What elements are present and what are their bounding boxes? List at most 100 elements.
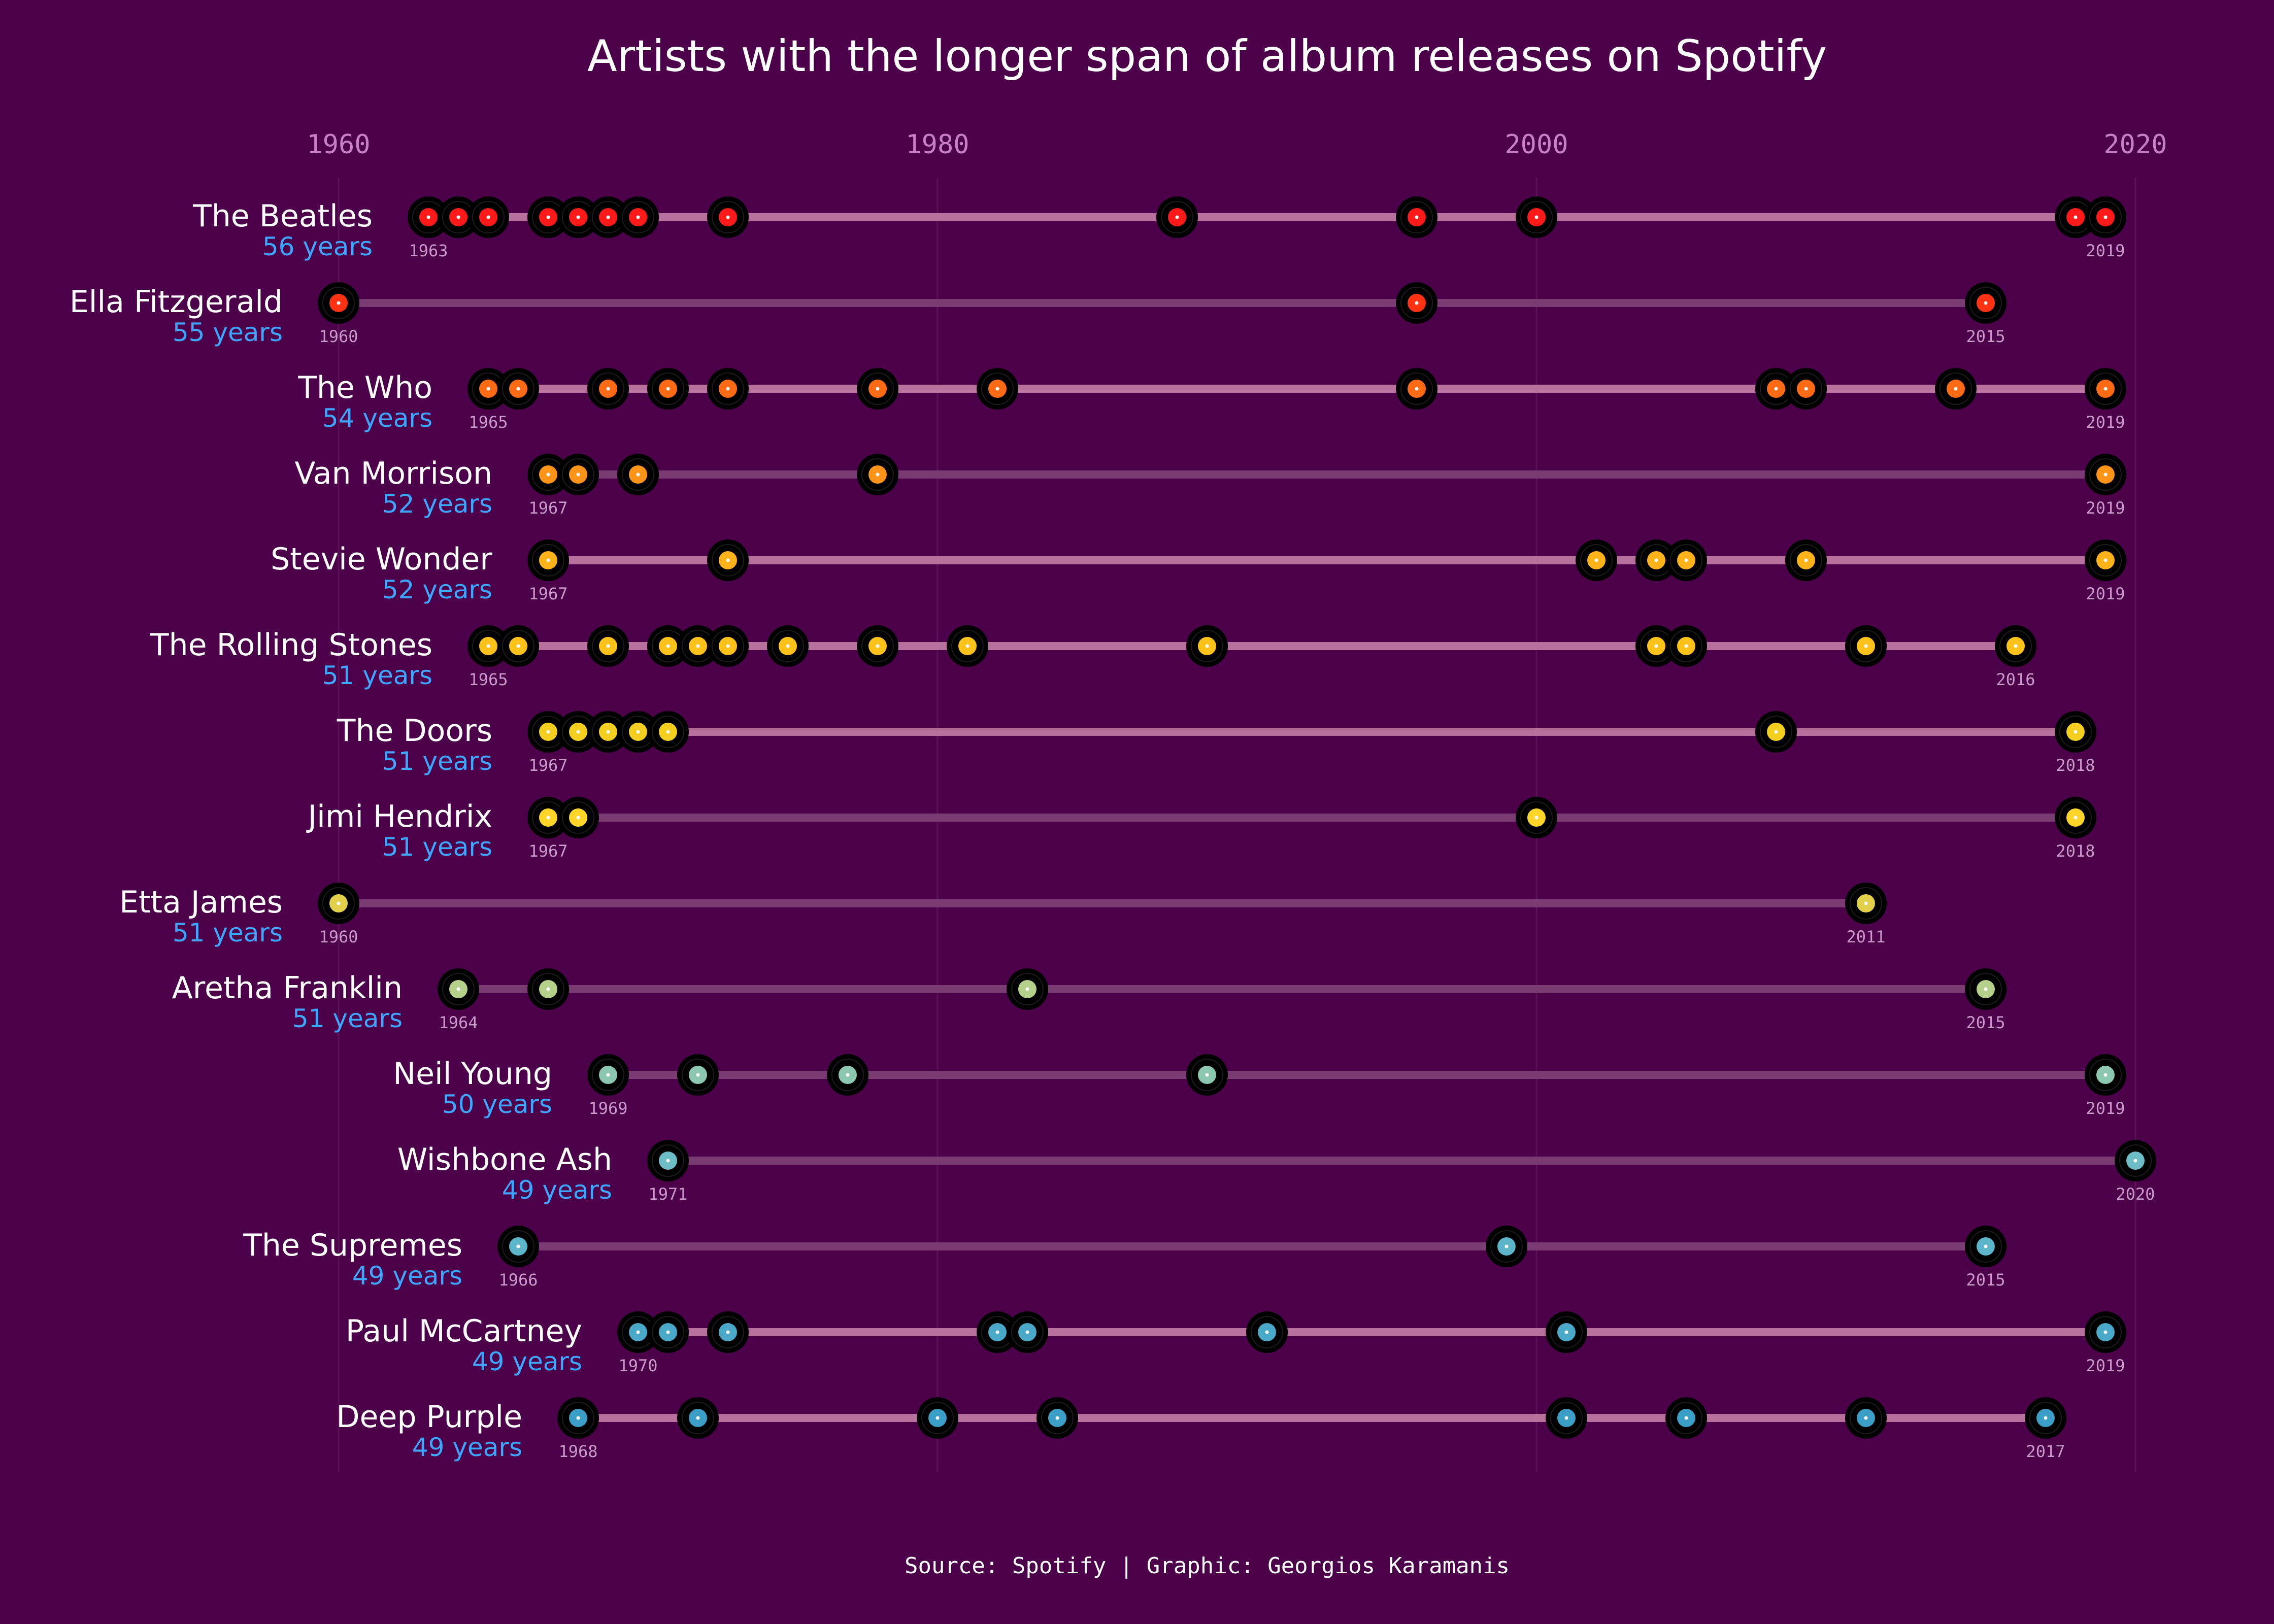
album-record	[2085, 1311, 2126, 1353]
album-record	[318, 883, 359, 924]
artist-name: Deep Purple	[336, 1399, 522, 1435]
album-record	[1785, 539, 1827, 581]
album-record	[707, 368, 749, 410]
duration-label: 56 years	[262, 232, 373, 261]
last-year-label: 2019	[2086, 241, 2125, 260]
album-record	[617, 454, 659, 495]
album-record	[1546, 1397, 1587, 1439]
album-record	[1935, 368, 1977, 410]
album-record	[647, 711, 689, 753]
album-record	[947, 625, 988, 667]
last-year-label: 2019	[2086, 1099, 2125, 1118]
duration-label: 50 years	[442, 1090, 552, 1119]
album-record	[677, 1397, 719, 1439]
first-year-label: 1965	[469, 413, 508, 432]
album-record	[527, 797, 569, 838]
artist-name: Aretha Franklin	[172, 970, 403, 1006]
album-record	[318, 282, 359, 324]
first-year-label: 1963	[409, 241, 448, 260]
first-year-label: 1970	[618, 1356, 657, 1375]
last-year-label: 2019	[2086, 584, 2125, 603]
artist-name: Jimi Hendrix	[306, 799, 492, 834]
last-year-label: 2011	[1846, 927, 1885, 946]
album-record	[527, 454, 569, 495]
album-record	[2085, 539, 2126, 581]
album-record	[707, 196, 749, 238]
duration-label: 52 years	[382, 575, 492, 604]
duration-label: 51 years	[322, 661, 432, 690]
album-record	[1665, 625, 1707, 667]
album-record	[1755, 368, 1797, 410]
last-year-label: 2015	[1966, 1013, 2005, 1032]
album-record	[1396, 282, 1437, 324]
artist-name: Neil Young	[393, 1056, 552, 1092]
artist-name: Ella Fitzgerald	[70, 284, 283, 320]
album-record	[2085, 196, 2126, 238]
album-record	[1635, 625, 1677, 667]
first-year-label: 1968	[558, 1442, 597, 1461]
last-year-label: 2018	[2056, 756, 2095, 775]
album-record	[1007, 1311, 1048, 1353]
album-record	[497, 1226, 539, 1267]
artist-name: The Supremes	[243, 1228, 462, 1263]
album-record	[2055, 711, 2096, 753]
x-tick-label: 1960	[307, 129, 370, 160]
chart-caption: Source: Spotify | Graphic: Georgios Kara…	[905, 1553, 1510, 1579]
album-record	[1785, 368, 1827, 410]
album-record	[467, 368, 509, 410]
duration-label: 54 years	[322, 403, 432, 433]
first-year-label: 1967	[528, 498, 567, 518]
album-record	[1246, 1311, 1288, 1353]
album-record	[2055, 196, 2096, 238]
album-record	[467, 196, 509, 238]
x-tick-label: 2000	[1504, 129, 1568, 160]
duration-label: 51 years	[173, 918, 283, 948]
album-record	[1516, 196, 1557, 238]
album-record	[497, 625, 539, 667]
album-record	[707, 1311, 749, 1353]
album-record	[677, 1054, 719, 1096]
duration-label: 49 years	[472, 1347, 582, 1376]
duration-label: 49 years	[412, 1433, 522, 1462]
album-record	[2085, 454, 2126, 495]
album-record	[1965, 968, 2007, 1010]
artist-name: The Rolling Stones	[150, 627, 432, 663]
album-record	[1546, 1311, 1587, 1353]
album-record	[587, 625, 629, 667]
last-year-label: 2020	[2116, 1185, 2155, 1204]
album-record	[917, 1397, 958, 1439]
album-record	[408, 196, 449, 238]
album-record	[587, 368, 629, 410]
artist-name: Stevie Wonder	[271, 542, 492, 577]
first-year-label: 1964	[439, 1013, 478, 1032]
first-year-label: 1965	[469, 670, 508, 689]
album-record	[2115, 1140, 2156, 1181]
album-record	[707, 625, 749, 667]
artist-name: Van Morrison	[294, 456, 492, 491]
album-record	[677, 625, 719, 667]
album-record	[857, 625, 898, 667]
album-record	[647, 1140, 689, 1181]
album-record	[587, 1054, 629, 1096]
album-record	[527, 196, 569, 238]
album-record	[527, 539, 569, 581]
album-record	[857, 454, 898, 495]
album-record	[647, 625, 689, 667]
last-year-label: 2018	[2056, 841, 2095, 861]
album-record	[977, 1311, 1018, 1353]
album-record	[1036, 1397, 1078, 1439]
album-record	[707, 539, 749, 581]
album-record	[557, 797, 599, 838]
last-year-label: 2015	[1966, 327, 2005, 346]
first-year-label: 1960	[319, 327, 358, 346]
